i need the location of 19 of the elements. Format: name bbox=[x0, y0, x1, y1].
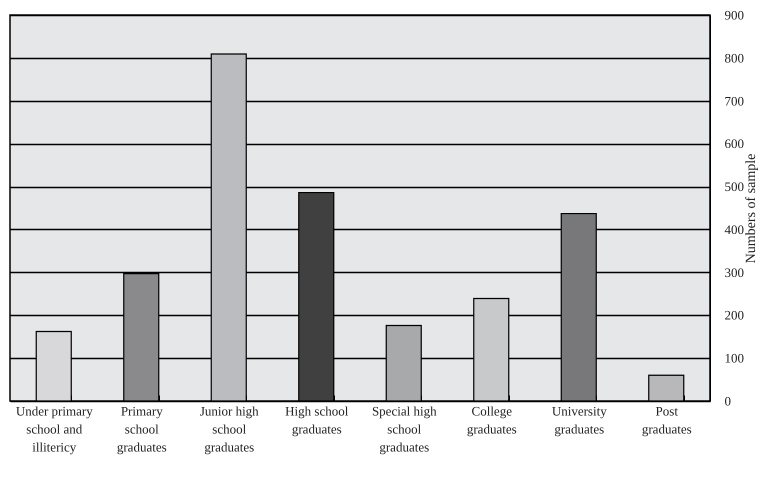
y-tick-label: 0 bbox=[724, 394, 731, 408]
y-tick-label: 400 bbox=[724, 222, 744, 237]
y-tick-label: 100 bbox=[724, 350, 744, 366]
x-tick-label: Under primary school and illitericy bbox=[16, 404, 94, 454]
y-tick-label: 700 bbox=[724, 93, 744, 108]
x-tick-label: University graduates bbox=[552, 404, 608, 436]
y-tick-label: 600 bbox=[724, 136, 744, 152]
y-tick-label: 900 bbox=[724, 8, 744, 22]
y-tick-label: 200 bbox=[724, 308, 744, 323]
x-tick-label: Post graduates bbox=[642, 404, 692, 436]
y-tick-label: 500 bbox=[724, 179, 744, 194]
x-tick-label: Junior high school graduates bbox=[200, 404, 260, 454]
y-tick-label: 800 bbox=[724, 50, 744, 66]
x-tick-label: Special high school graduates bbox=[372, 404, 438, 454]
y-tick-label: 300 bbox=[724, 264, 744, 280]
x-tick-label: College graduates bbox=[466, 404, 517, 436]
y-axis-title: Numbers of sample bbox=[744, 154, 759, 264]
x-tick-label: Primary school graduates bbox=[116, 404, 167, 454]
x-tick-label: High school graduates bbox=[285, 404, 349, 436]
